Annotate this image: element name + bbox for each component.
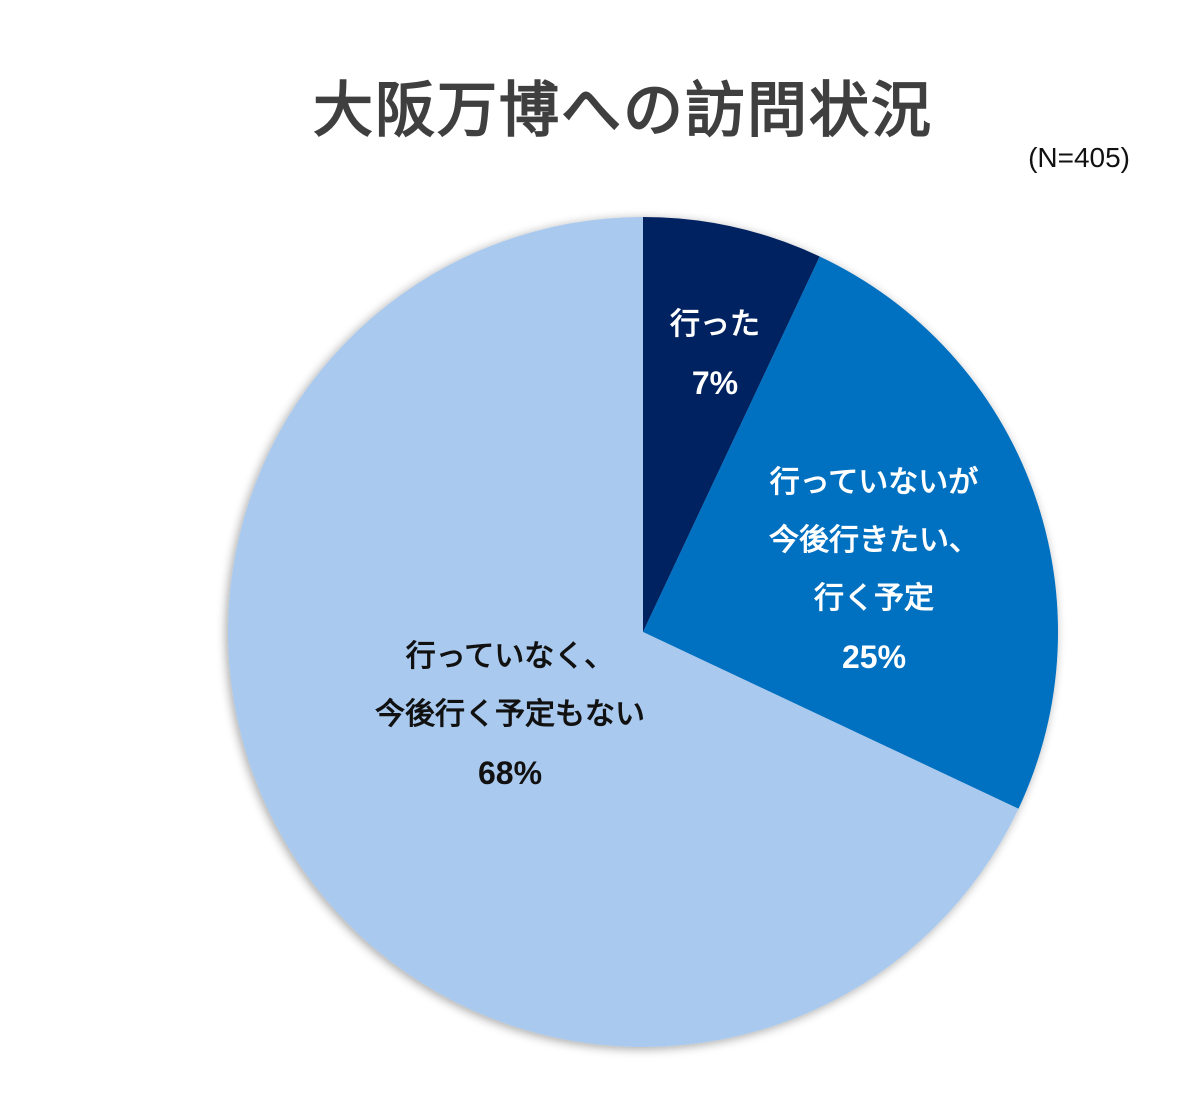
- slice-label-text: 行った: [670, 307, 760, 342]
- slice-label-text: 行っていなく、: [405, 639, 615, 674]
- slice-label-text: 行っていないが: [769, 465, 979, 500]
- pie-slice: [643, 217, 820, 632]
- pie-slice: [643, 256, 1059, 809]
- slice-percent: 25%: [841, 639, 907, 675]
- slice-label-text: 今後行く予定もない: [375, 697, 645, 732]
- slice-label-text: 今後行きたい、: [769, 523, 979, 558]
- slice-label-plan-to-visit: 行っていないが 今後行きたい、 行く予定 25%: [724, 454, 1024, 686]
- slice-percent: 7%: [691, 365, 739, 401]
- pie-slice: [228, 217, 1019, 1047]
- sample-size-label: (N=405): [1028, 142, 1130, 173]
- slice-label-text: 行く予定: [814, 581, 934, 616]
- slice-label-no-plan: 行っていなく、 今後行く予定もない 68%: [330, 628, 690, 802]
- chart-title: 大阪万博への訪問状況: [313, 76, 933, 146]
- slice-percent: 68%: [477, 755, 543, 791]
- slice-label-visited: 行った 7%: [640, 296, 790, 412]
